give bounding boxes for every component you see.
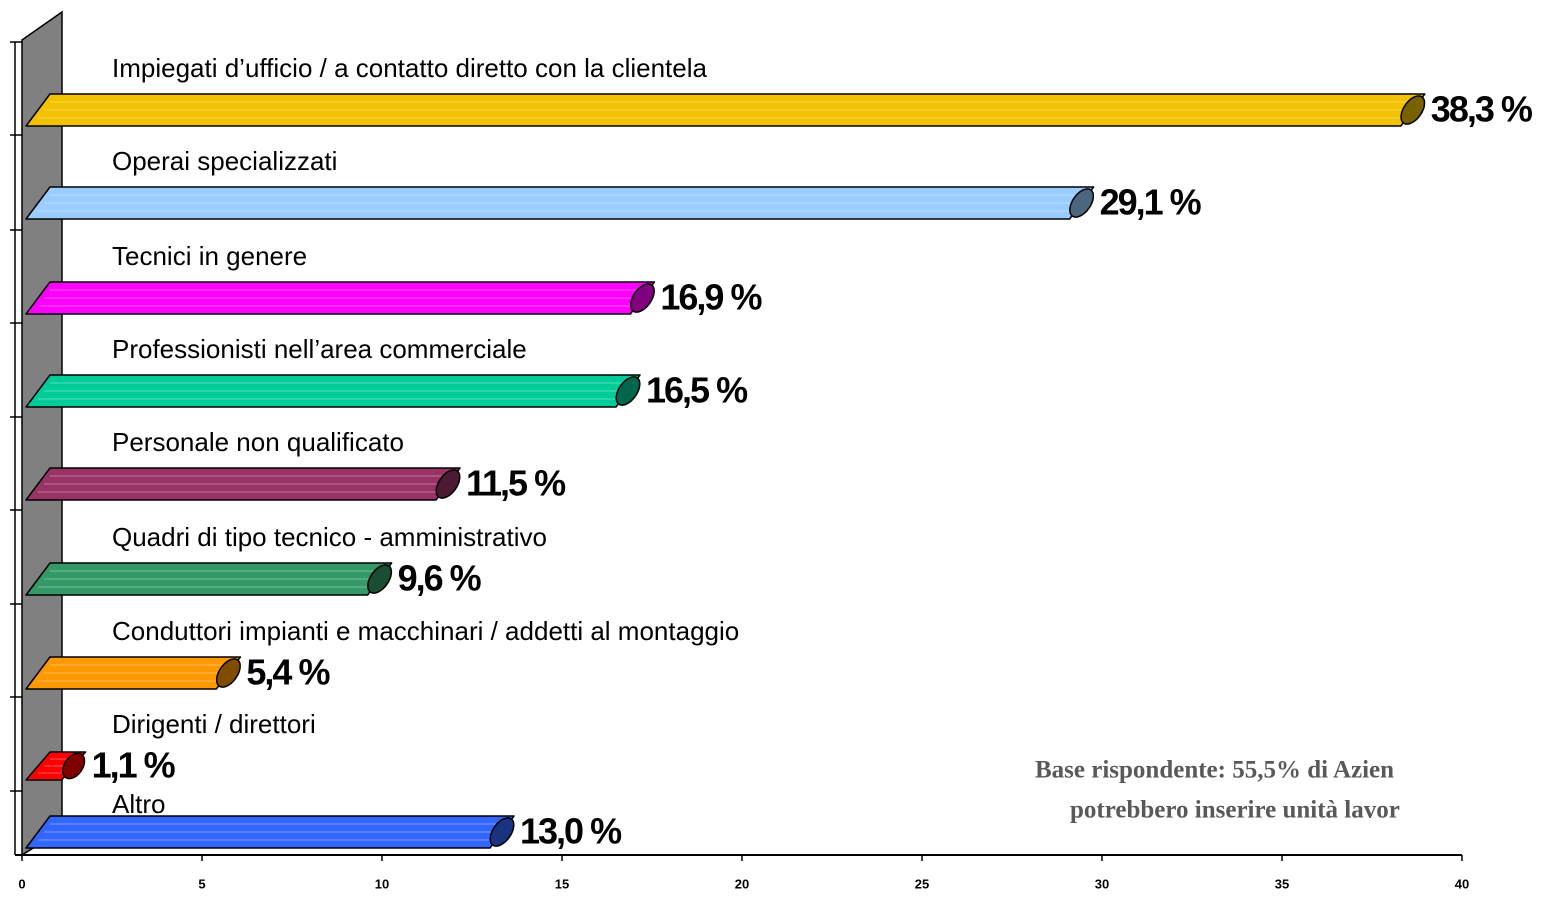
category-label: Conduttori impianti e macchinari / addet… [112,616,739,646]
x-tick-label: 20 [735,876,749,891]
value-label: 16,9 % [660,277,762,318]
bar [25,467,461,501]
bar-cap [367,564,393,594]
bar [25,815,515,849]
annotation: Base rispondente: 55,5% di Azien [1035,757,1394,784]
bar [25,93,1426,127]
x-tick-label: 5 [198,876,205,891]
bar-cap [215,658,241,688]
bar-cap [629,283,655,313]
value-label: 13,0 % [520,811,622,852]
x-tick-label: 40 [1455,876,1469,891]
bar [25,186,1095,220]
bar [25,562,393,596]
bar-cap [1069,188,1095,218]
bar-cap [61,752,86,780]
x-tick-label: 25 [915,876,929,891]
category-label: Dirigenti / direttori [112,709,316,739]
category-label: Impiegati d’ufficio / a contatto diretto… [112,53,708,83]
bar-cap [615,376,641,406]
category-label: Operai specializzati [112,146,337,176]
value-label: 29,1 % [1100,182,1202,223]
category-label: Personale non qualificato [112,427,404,457]
category-label: Professionisti nell’area commerciale [112,334,527,364]
annotation: potrebbero inserire unità lavor [1070,797,1400,824]
x-tick-label: 0 [18,876,25,891]
bar-cap [435,469,461,499]
bar-cap [1400,95,1426,125]
x-tick-label: 35 [1275,876,1289,891]
bar-cap [489,817,515,847]
value-label: 1,1 % [92,745,176,786]
value-label: 38,3 % [1431,89,1533,130]
category-label: Tecnici in genere [112,241,307,271]
x-tick-label: 10 [375,876,389,891]
x-tick-label: 15 [555,876,569,891]
value-label: 11,5 % [466,463,566,504]
category-label: Quadri di tipo tecnico - amministrativo [112,522,547,552]
left-wall [21,10,63,857]
x-tick-label: 30 [1095,876,1109,891]
category-label: Altro [112,789,165,819]
value-label: 9,6 % [398,558,482,599]
value-label: 5,4 % [246,652,330,693]
bar [25,656,242,690]
bar [25,281,656,315]
value-label: 16,5 % [646,370,748,411]
bar [25,374,641,408]
